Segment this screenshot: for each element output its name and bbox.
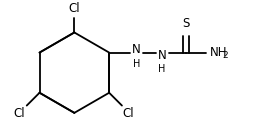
Text: N: N (132, 43, 141, 56)
Text: 2: 2 (222, 51, 228, 60)
Text: NH: NH (210, 46, 227, 59)
Text: Cl: Cl (69, 2, 80, 15)
Text: Cl: Cl (123, 107, 134, 120)
Text: H: H (133, 59, 140, 69)
Text: N: N (158, 49, 167, 62)
Text: S: S (182, 17, 190, 30)
Text: H: H (158, 64, 166, 74)
Text: Cl: Cl (13, 107, 25, 120)
